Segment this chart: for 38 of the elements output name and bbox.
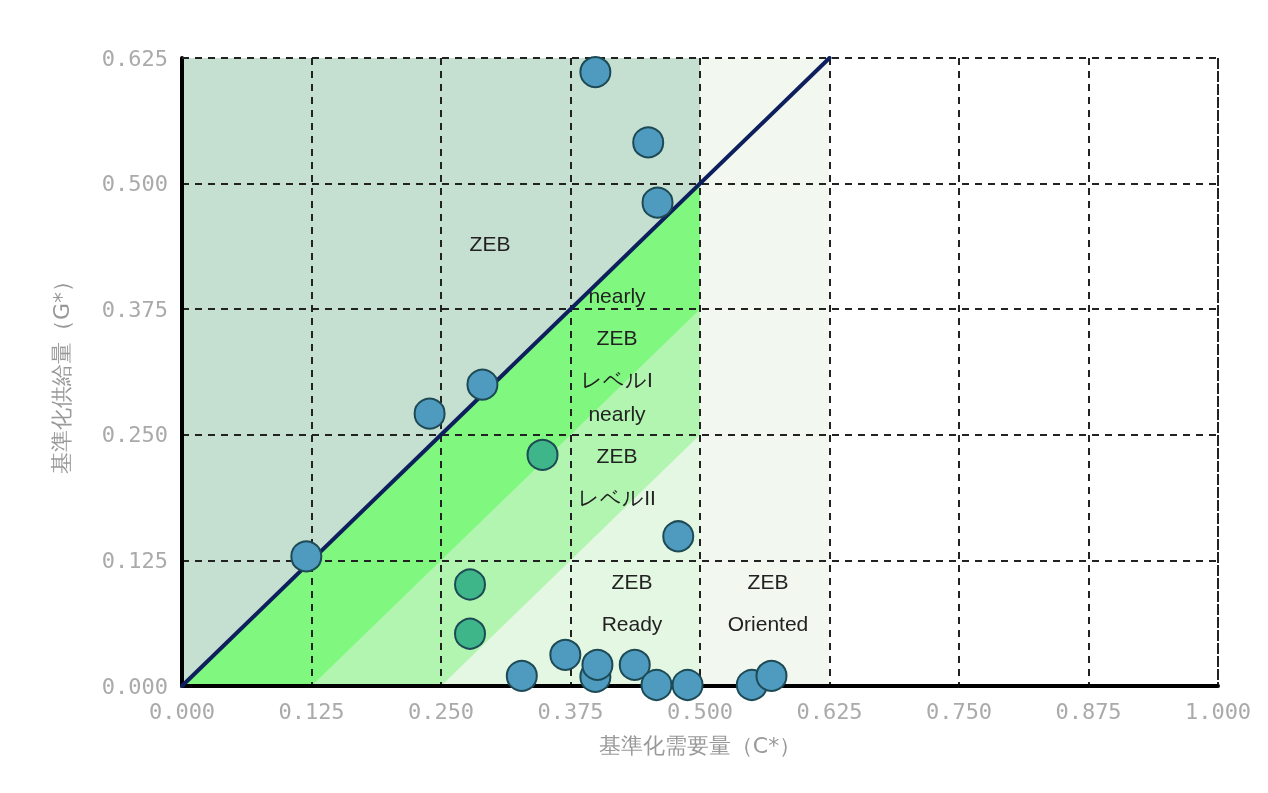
y-tick-label: 0.375 [101, 296, 168, 322]
x-tick-label: 0.750 [925, 698, 993, 724]
point [454, 617, 487, 650]
annotation: ZEB Oriented [727, 569, 809, 635]
point [526, 438, 559, 471]
x-tick-label: 0.375 [537, 698, 604, 724]
x-tick-label: 0.000 [148, 698, 216, 724]
point [755, 659, 788, 692]
point [662, 520, 695, 553]
y-tick-label: 0.125 [101, 547, 168, 573]
annotation: ZEB [469, 231, 511, 255]
x-tick-label: 0.875 [1055, 698, 1122, 724]
x-tick-label: 0.125 [278, 698, 345, 724]
x-tick-label: 0.625 [796, 698, 863, 724]
annotation: ZEB Ready [601, 569, 663, 635]
y-tick-label: 0.625 [101, 45, 168, 71]
point [581, 648, 614, 681]
point [618, 648, 651, 681]
point [640, 669, 673, 701]
point [549, 638, 582, 671]
x-tick-label: 0.250 [407, 698, 475, 724]
point [671, 669, 704, 701]
point [413, 397, 446, 430]
y-tick-label: 0.500 [101, 171, 168, 197]
point [641, 186, 674, 219]
point [579, 56, 612, 89]
y-tick-label: 0.250 [101, 422, 168, 448]
x-axis-title: 基準化需要量（C*） [598, 732, 802, 758]
point [454, 568, 487, 601]
y-tick-label: 0.000 [101, 673, 168, 699]
x-tick-label: 0.500 [666, 698, 734, 724]
point [632, 126, 665, 159]
point [466, 368, 499, 401]
point [505, 659, 538, 692]
y-axis-title: 基準化供給量（G*） [48, 269, 74, 475]
x-tick-label: 1.000 [1184, 698, 1252, 724]
annotation: nearly ZEB レベルII [578, 401, 656, 509]
point [290, 540, 323, 573]
